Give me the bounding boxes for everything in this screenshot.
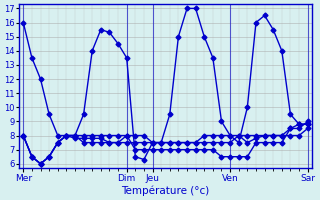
X-axis label: Température (°c): Température (°c)	[121, 185, 210, 196]
